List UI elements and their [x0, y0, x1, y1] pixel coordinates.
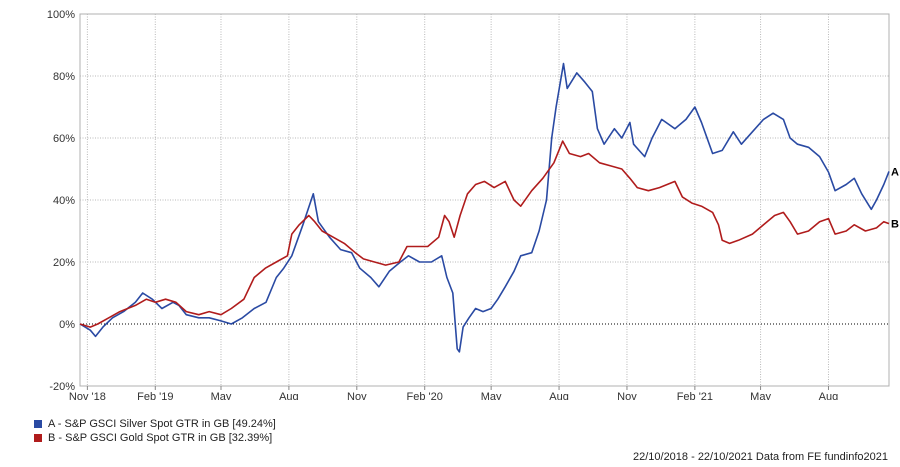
series-layer	[79, 62, 890, 353]
x-tick-label: May	[211, 391, 232, 400]
legend-label-a: A - S&P GSCI Silver Spot GTR in GB [49.2…	[48, 418, 276, 430]
grid	[79, 13, 890, 387]
legend-item-a: A - S&P GSCI Silver Spot GTR in GB [49.2…	[34, 417, 276, 431]
x-tick-label: Feb '21	[677, 391, 713, 400]
legend: A - S&P GSCI Silver Spot GTR in GB [49.2…	[34, 417, 276, 445]
x-tick-label: Feb '19	[137, 391, 173, 400]
x-tick-label: Nov '18	[69, 391, 106, 400]
x-tick-label: Nov	[347, 391, 367, 400]
y-tick-label: 40%	[53, 195, 75, 207]
legend-swatch-b	[34, 434, 42, 442]
line-chart: -20% 0% 20% 40% 60% 80% 100% Nov '18 Feb '19 May…	[47, 9, 899, 400]
series-line-a	[79, 62, 890, 353]
legend-label-b: B - S&P GSCI Gold Spot GTR in GB [32.39%…	[48, 432, 273, 444]
x-tick-label: May	[481, 391, 502, 400]
y-tick-label: 60%	[53, 133, 75, 145]
x-tick-label: Nov	[617, 391, 637, 400]
x-tick-label: Aug	[549, 391, 569, 400]
x-axis: Nov '18 Feb '19 May Aug Nov Feb '20 May Aug Nov F…	[69, 386, 838, 400]
legend-swatch-a	[34, 420, 42, 428]
y-tick-label: 100%	[47, 9, 75, 21]
y-tick-label: 20%	[53, 257, 75, 269]
footer-source: 22/10/2018 - 22/10/2021 Data from FE fun…	[632, 451, 888, 463]
x-tick-label: May	[750, 391, 771, 400]
end-label-a: A	[891, 166, 899, 178]
y-tick-label: -20%	[49, 381, 75, 393]
x-tick-label: Aug	[819, 391, 839, 400]
series-line-b	[79, 140, 890, 328]
end-labels: AB	[891, 166, 899, 230]
legend-item-b: B - S&P GSCI Gold Spot GTR in GB [32.39%…	[34, 431, 276, 445]
x-tick-label: Feb '20	[407, 391, 443, 400]
x-tick-label: Aug	[279, 391, 299, 400]
y-axis: -20% 0% 20% 40% 60% 80% 100%	[47, 9, 75, 393]
y-tick-label: 0%	[59, 319, 75, 331]
end-label-b: B	[891, 219, 899, 231]
y-tick-label: 80%	[53, 71, 75, 83]
